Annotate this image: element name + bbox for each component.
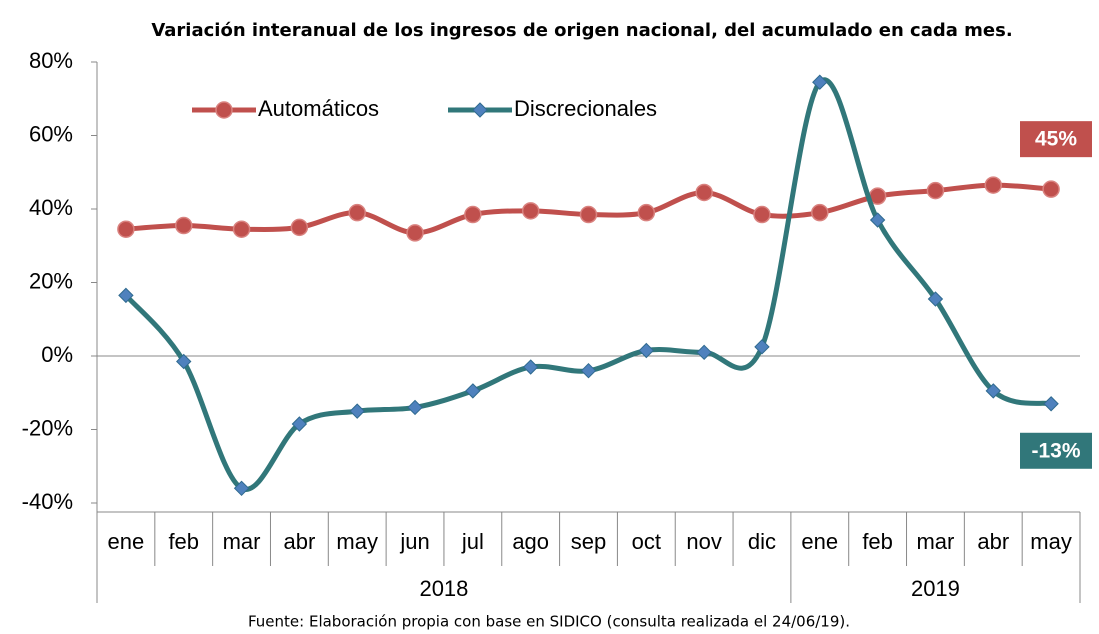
- data-point: [927, 291, 944, 307]
- data-point: [348, 203, 366, 222]
- data-point: [580, 362, 597, 379]
- x-tick-label: ene: [801, 529, 838, 554]
- x-tick-label: feb: [168, 529, 199, 554]
- data-point: [521, 202, 540, 220]
- y-tick-label: -20%: [22, 415, 73, 440]
- legend-marker: [472, 102, 488, 118]
- data-point: [1042, 180, 1060, 198]
- group-label: 2018: [419, 576, 468, 601]
- chart-title: Variación interanual de los ingresos de …: [151, 20, 1012, 41]
- x-tick-label: dic: [748, 529, 776, 554]
- legend-label: Discrecionales: [514, 96, 657, 121]
- x-tick-label: jun: [399, 529, 429, 554]
- x-tick-label: abr: [283, 529, 315, 554]
- data-point: [406, 224, 424, 242]
- y-tick-label: 80%: [29, 48, 73, 73]
- data-point: [579, 205, 598, 224]
- y-tick-label: -40%: [22, 489, 73, 514]
- legend-label: Automáticos: [258, 96, 379, 121]
- data-point: [176, 353, 192, 370]
- data-point: [926, 181, 945, 200]
- data-point: [232, 220, 251, 238]
- data-point: [464, 205, 482, 224]
- x-tick-label: sep: [571, 529, 606, 554]
- data-point: [638, 342, 655, 359]
- group-label: 2019: [911, 576, 960, 601]
- x-tick-label: may: [336, 529, 378, 554]
- data-point: [696, 344, 712, 361]
- data-point: [118, 287, 134, 304]
- data-point: [465, 383, 481, 399]
- x-tick-label: ene: [108, 529, 145, 554]
- data-point: [869, 212, 886, 228]
- data-point: [985, 383, 1001, 399]
- y-tick-label: 60%: [29, 121, 73, 146]
- data-point: [174, 216, 193, 235]
- x-tick-label: abr: [977, 529, 1009, 554]
- y-tick-label: 40%: [29, 195, 73, 220]
- y-tick-label: 20%: [29, 268, 73, 293]
- y-tick-label: 0%: [41, 342, 73, 367]
- data-point: [291, 416, 308, 432]
- value-label-box: [1020, 432, 1092, 469]
- x-tick-label: oct: [632, 529, 661, 554]
- data-point: [753, 205, 771, 224]
- data-point: [117, 220, 135, 238]
- data-point: [407, 399, 423, 416]
- value-label: 45%: [1035, 128, 1077, 151]
- data-point: [754, 339, 770, 355]
- data-point: [290, 218, 309, 237]
- data-point: [811, 203, 829, 222]
- x-tick-label: feb: [862, 529, 893, 554]
- x-tick-label: mar: [916, 529, 954, 554]
- x-tick-label: nov: [686, 529, 721, 554]
- series-line: [124, 77, 1052, 492]
- data-point: [1043, 396, 1059, 412]
- data-point: [522, 359, 539, 375]
- data-point: [233, 480, 250, 497]
- source: Fuente: Elaboración propia con base en S…: [248, 613, 850, 631]
- value-label: -13%: [1031, 439, 1080, 462]
- data-point: [349, 403, 365, 419]
- x-tick-label: mar: [223, 529, 261, 554]
- value-label-box: [1020, 121, 1092, 158]
- data-point: [637, 203, 656, 222]
- legend-marker: [215, 101, 233, 119]
- data-point: [812, 74, 828, 90]
- x-tick-label: jul: [461, 529, 484, 554]
- x-tick-label: ago: [512, 529, 549, 554]
- data-point: [695, 183, 713, 202]
- x-tick-label: may: [1030, 529, 1072, 554]
- data-point: [984, 176, 1003, 194]
